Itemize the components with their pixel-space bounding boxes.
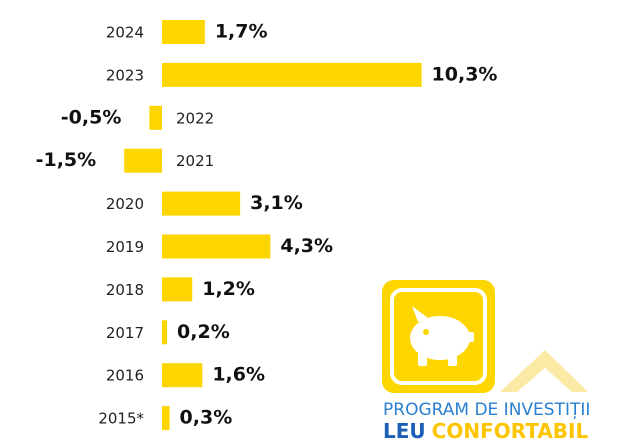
logo-line2: LEU CONFORTABIL xyxy=(383,419,588,443)
value-label: 0,2% xyxy=(177,321,230,343)
value-label: 10,3% xyxy=(432,63,498,85)
category-label: 2023 xyxy=(106,66,144,84)
category-label: 2017 xyxy=(106,324,144,342)
bar xyxy=(162,277,193,302)
bar xyxy=(124,148,162,173)
logo-frame xyxy=(390,288,487,385)
category-label: 2021 xyxy=(176,152,214,170)
category-label: 2020 xyxy=(106,195,144,213)
chevron xyxy=(500,350,588,392)
bar xyxy=(162,20,205,44)
value-label: -1,5% xyxy=(36,149,97,171)
bar xyxy=(162,191,241,216)
logo-line1: PROGRAM DE INVESTIȚII xyxy=(383,400,590,420)
value-label: 1,6% xyxy=(212,364,265,386)
category-label: 2018 xyxy=(106,281,144,299)
value-label: -0,5% xyxy=(61,106,122,128)
category-label: 2022 xyxy=(176,109,214,127)
bar xyxy=(162,363,203,388)
bar xyxy=(162,320,168,345)
value-label: 3,1% xyxy=(250,192,303,214)
value-label: 1,7% xyxy=(215,21,268,43)
bar xyxy=(162,406,170,431)
logo-leu: LEU xyxy=(383,419,426,443)
value-label: 4,3% xyxy=(280,235,333,257)
bar xyxy=(162,62,422,87)
category-label: 2019 xyxy=(106,238,144,256)
category-label: 2015* xyxy=(98,410,144,428)
logo: PROGRAM DE INVESTIȚII LEU CONFORTABIL xyxy=(382,280,590,443)
category-label: 2016 xyxy=(106,367,144,385)
bar xyxy=(162,234,271,259)
logo-confortabil: CONFORTABIL xyxy=(432,419,589,443)
value-label: 0,3% xyxy=(180,407,233,429)
bar xyxy=(149,105,162,130)
piggy-icon xyxy=(410,306,474,366)
category-label: 2024 xyxy=(106,24,144,42)
value-label: 1,2% xyxy=(202,278,255,300)
